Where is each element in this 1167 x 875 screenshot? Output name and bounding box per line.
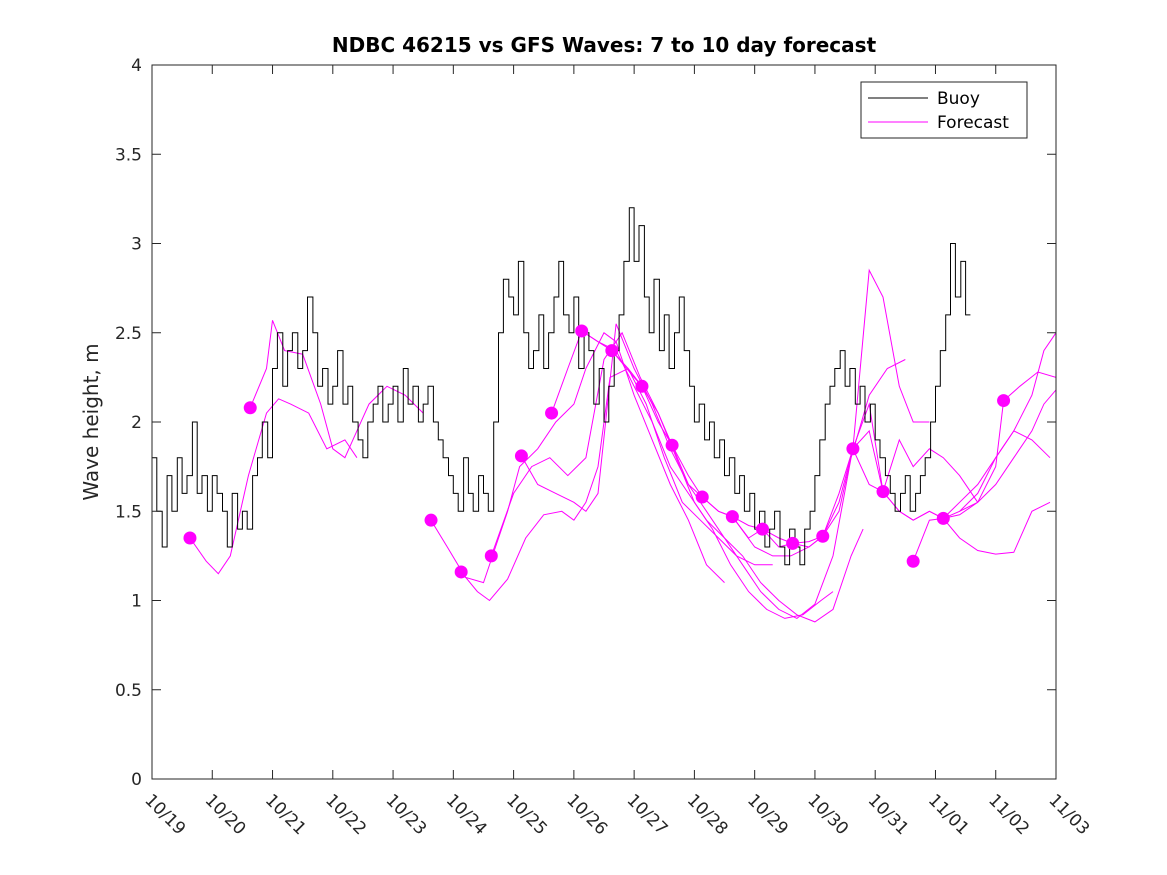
buoy-line: [152, 207, 971, 566]
forecast-marker: [575, 324, 589, 338]
forecast-line: [430, 332, 725, 584]
y-tick-label: 2: [131, 413, 142, 433]
forecast-marker: [454, 565, 468, 579]
forecast-marker: [605, 344, 619, 358]
chart-title: NDBC 46215 vs GFS Waves: 7 to 10 day for…: [332, 33, 877, 57]
forecast-marker: [876, 485, 890, 499]
y-tick-label: 1.5: [115, 502, 142, 522]
forecast-marker: [906, 554, 920, 568]
y-tick-label: 3.5: [115, 145, 142, 165]
legend-forecast-label: Forecast: [937, 113, 1009, 133]
y-axis-label: Wave height, m: [79, 343, 103, 500]
forecast-marker: [997, 394, 1011, 408]
forecast-marker: [695, 490, 709, 504]
forecast-line: [551, 330, 906, 619]
forecast-marker: [484, 549, 498, 563]
forecast-marker: [756, 522, 770, 536]
y-tick-label: 4: [131, 56, 142, 76]
y-tick-label: 1: [131, 592, 142, 612]
forecast-line: [490, 331, 834, 619]
forecast-marker: [635, 379, 649, 393]
legend-box: [860, 81, 1028, 139]
y-tick-label: 2.5: [115, 324, 142, 344]
forecast-line: [943, 332, 1056, 519]
forecast-marker: [936, 511, 950, 525]
y-tick-label: 3: [131, 235, 142, 255]
forecast-line: [249, 320, 424, 459]
forecast-line: [959, 389, 1056, 512]
y-tick-label: 0: [131, 770, 142, 790]
forecast-line: [912, 371, 1056, 562]
y-tick-label: 0.5: [115, 681, 142, 701]
forecast-marker: [816, 529, 830, 543]
legend-buoy-label: Buoy: [937, 89, 980, 109]
legend: Buoy Forecast: [860, 81, 1028, 139]
forecast-marker: [424, 513, 438, 527]
forecast-marker: [786, 536, 800, 550]
plot-area: 00.511.522.533.54 10/19 10/20 10/21 10/22 10…: [115, 56, 1093, 839]
forecast-marker: [725, 510, 739, 524]
y-axis: 0 0.5 1 1.5 2 2.5 3 3.5 4: [115, 56, 1056, 790]
forecast-marker: [545, 406, 559, 420]
forecast-marker: [514, 449, 528, 463]
series-layer: [152, 207, 1056, 623]
forecast-marker: [183, 531, 197, 545]
forecast-marker: [665, 438, 679, 452]
forecast-marker: [846, 442, 860, 456]
forecast-marker: [243, 401, 257, 415]
